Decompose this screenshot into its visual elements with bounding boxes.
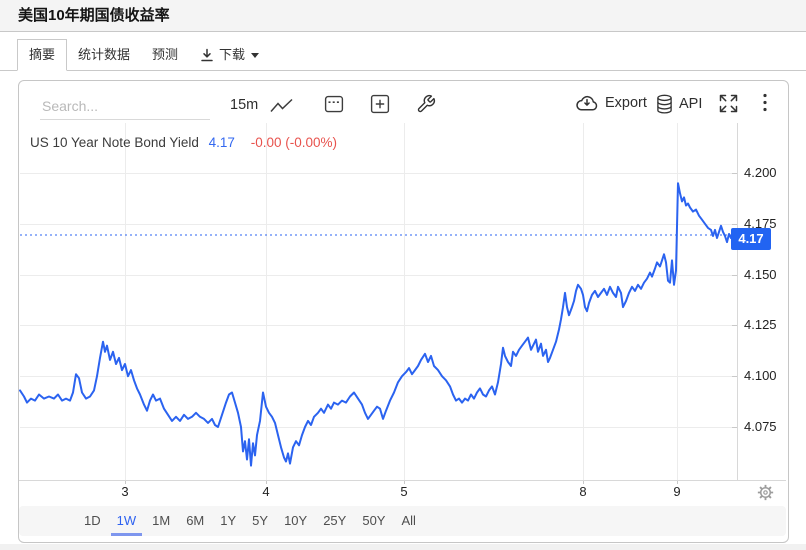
range-button-25y[interactable]: 25Y [315,506,354,536]
range-button-10y[interactable]: 10Y [276,506,315,536]
database-icon [657,94,672,114]
tab-summary[interactable]: 摘要 [17,39,68,71]
compare-button[interactable] [370,94,390,114]
date-range-button[interactable] [324,94,344,114]
kebab-menu-icon [763,93,767,112]
price-line [19,182,736,467]
caret-down-icon [251,52,260,58]
indicators-button[interactable] [416,94,436,114]
line-chart-icon [270,98,293,112]
y-axis-label: 4.175 [744,216,777,231]
x-axis-label: 9 [673,484,681,499]
range-button-1w[interactable]: 1W [109,506,145,536]
range-button-all[interactable]: All [393,506,423,536]
range-button-5y[interactable]: 5Y [244,506,276,536]
interval-selector[interactable]: 15m [230,97,259,113]
export-label: Export [605,95,647,111]
x-axis-label: 3 [121,484,129,499]
tab-summary-label: 摘要 [29,47,56,62]
tab-statistics[interactable]: 统计数据 [67,40,141,70]
download-icon [201,48,213,62]
series-change: -0.00 (-0.00%) [250,135,337,150]
wrench-icon [417,94,436,113]
gear-icon[interactable] [757,484,774,501]
tab-download-label: 下载 [219,47,246,62]
page-title: 美国10年期国债收益率 [18,7,170,24]
tab-bar: 摘要 统计数据 预测 下载 [0,32,806,71]
range-button-1y[interactable]: 1Y [212,506,244,536]
x-axis-label: 8 [579,484,587,499]
plus-square-icon [370,94,390,114]
tab-forecast-label: 预测 [152,47,179,62]
range-button-6m[interactable]: 6M [178,506,212,536]
page-bottom-strip [0,544,806,550]
export-button[interactable]: Export [575,94,647,112]
api-button[interactable]: API [656,94,702,114]
y-axis-label: 4.200 [744,165,777,180]
tab-statistics-label: 统计数据 [78,47,131,62]
last-price-badge: 4.17 [731,228,771,250]
menu-button[interactable] [762,93,768,112]
y-axis-label: 4.075 [744,419,777,434]
tab-forecast[interactable]: 预测 [141,40,189,70]
calendar-icon [324,95,344,113]
y-axis-label: 4.150 [744,267,777,282]
api-label: API [679,96,703,112]
x-axis-label: 5 [400,484,408,499]
series-last-value: 4.17 [208,135,235,150]
tab-download[interactable]: 下载 [189,40,270,70]
series-name: US 10 Year Note Bond Yield [30,135,199,150]
range-selector: 1D 1W 1M 6M 1Y 5Y 10Y 25Y 50Y All [19,506,786,536]
chart-plot[interactable] [19,81,788,542]
search-input[interactable] [40,93,210,120]
range-button-1m[interactable]: 1M [144,506,178,536]
range-button-50y[interactable]: 50Y [354,506,393,536]
chart-panel: 15m [18,80,789,543]
series-legend: US 10 Year Note Bond Yield 4.17 -0.00 (-… [30,135,337,150]
cloud-download-icon [576,95,598,111]
fullscreen-button[interactable] [719,94,738,113]
fullscreen-icon [719,94,738,113]
y-axis-label: 4.100 [744,368,777,383]
range-button-1d[interactable]: 1D [76,506,109,536]
title-bar: 美国10年期国债收益率 [0,0,806,32]
chart-type-button[interactable] [270,98,293,114]
x-axis-label: 4 [262,484,270,499]
y-axis-label: 4.125 [744,317,777,332]
